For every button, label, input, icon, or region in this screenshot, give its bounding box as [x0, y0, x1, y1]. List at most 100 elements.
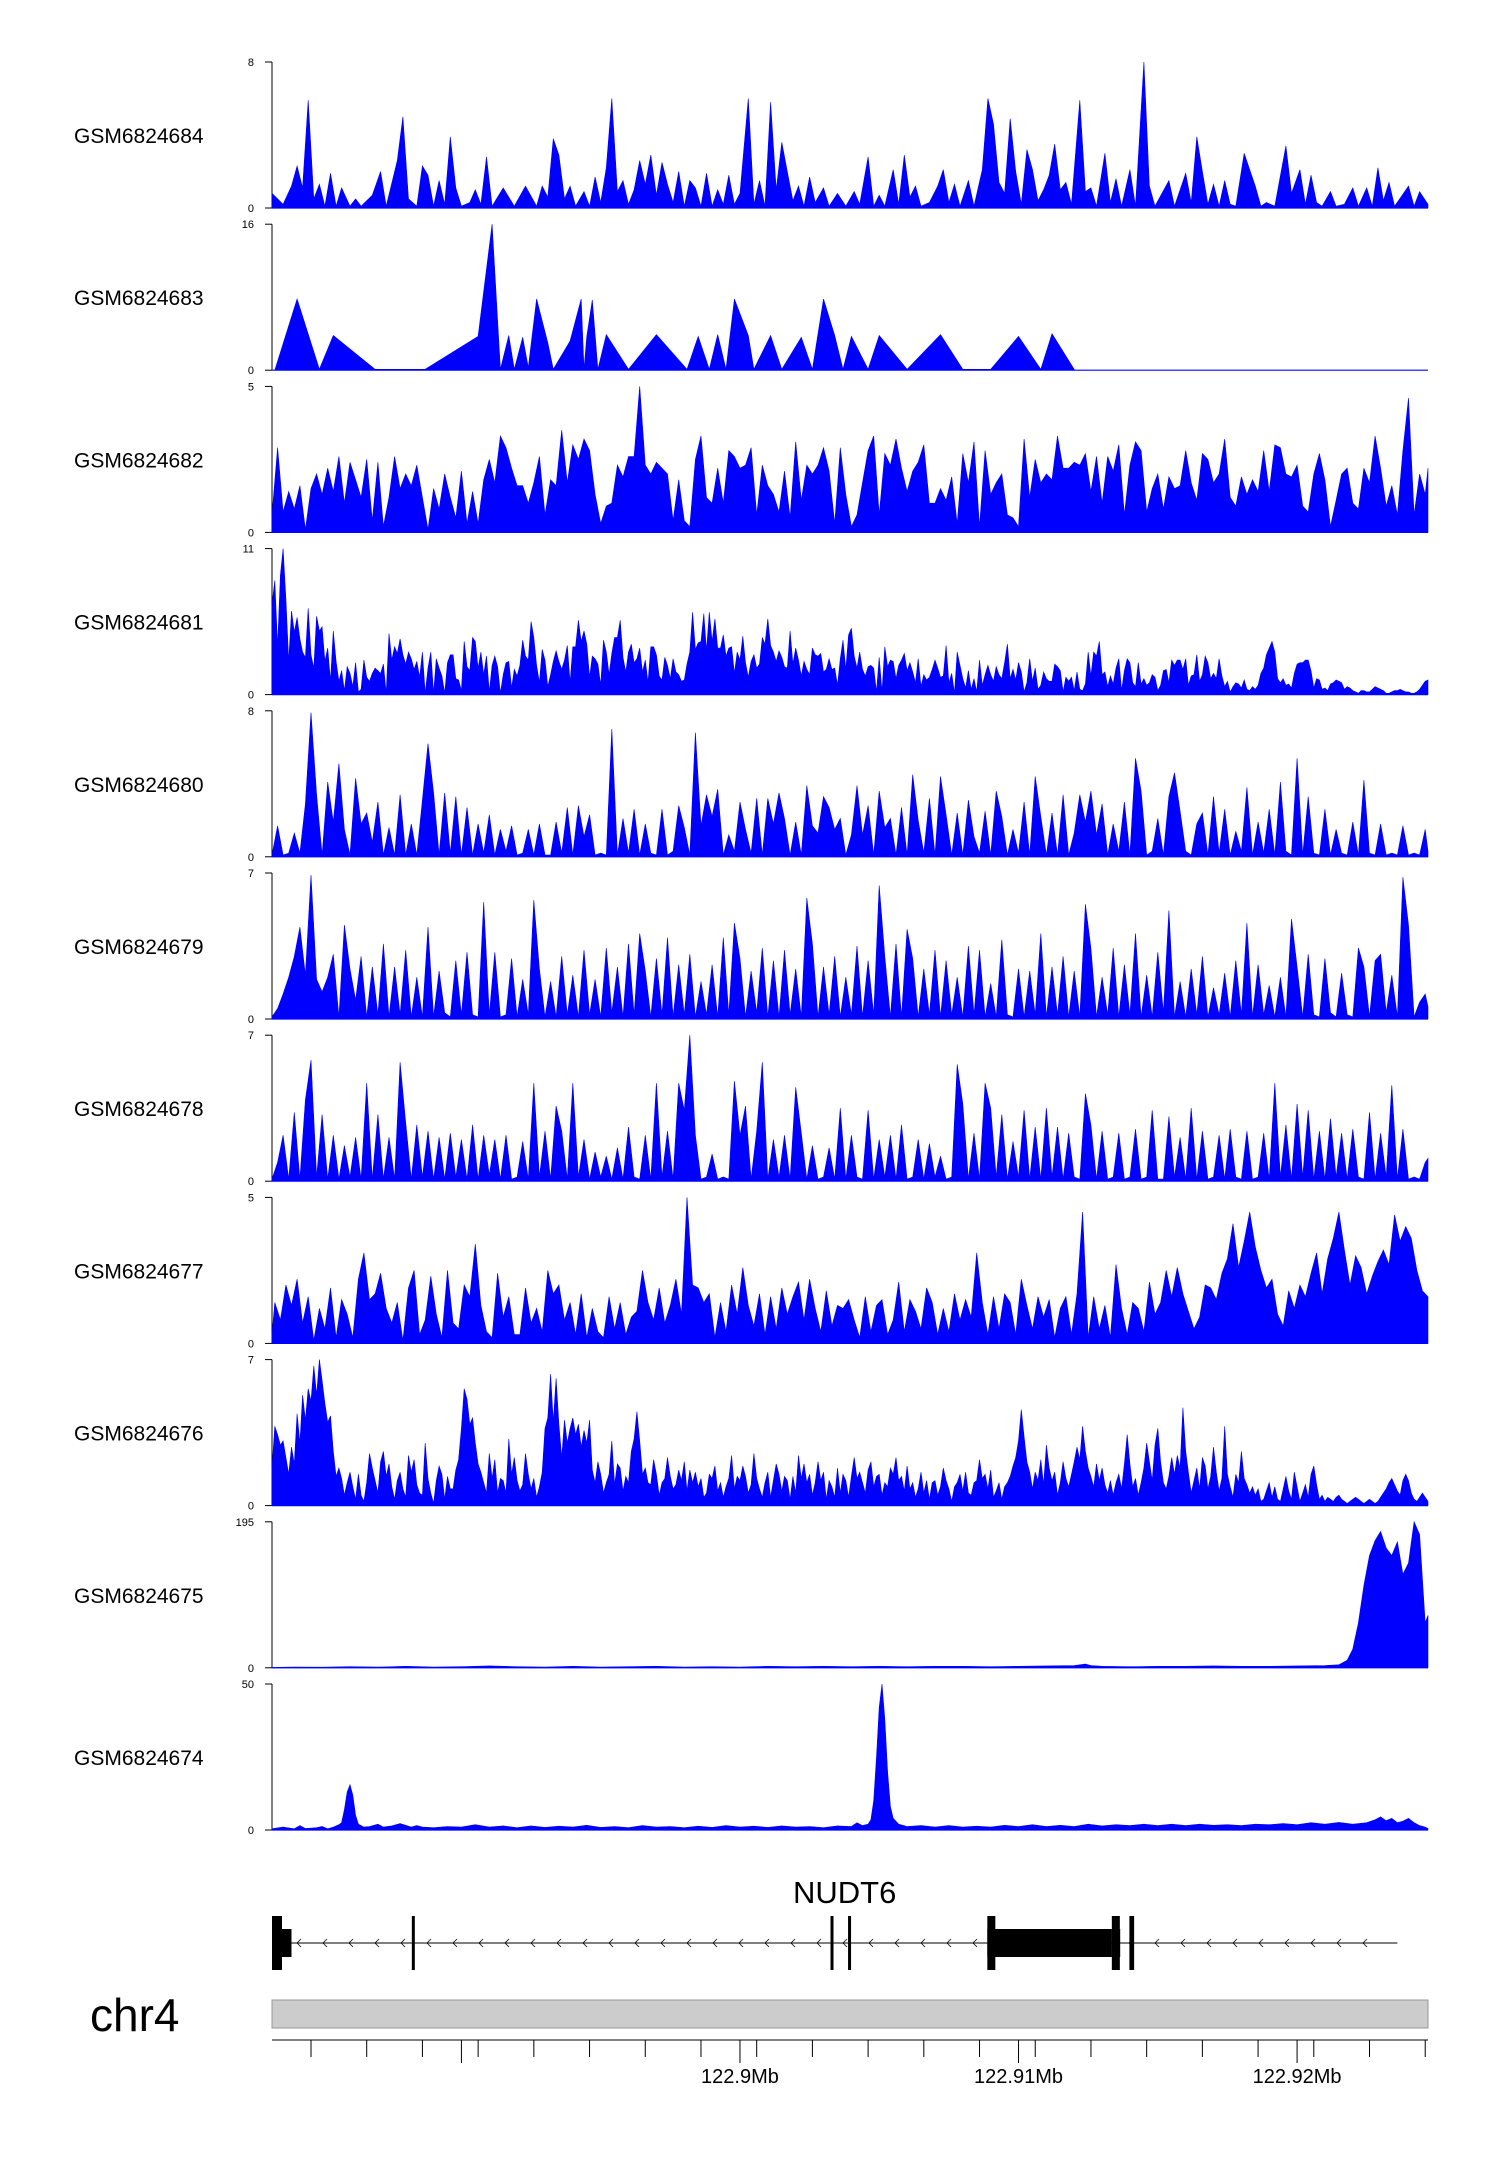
y-tick-label-max: 195: [236, 1517, 254, 1529]
strand-arrow: [790, 1938, 796, 1948]
strand-arrow: [1180, 1938, 1186, 1948]
y-tick-label-max: 5: [248, 1192, 254, 1204]
y-tick-label-zero: 0: [248, 1338, 254, 1350]
chromosome-ideogram-bar: [271, 1999, 1429, 2029]
strand-arrow: [1310, 1938, 1316, 1948]
track-label: GSM6824674: [74, 1747, 204, 1770]
genome-axis-track: chr4 122.9Mb 122.91Mb 122.92Mb: [90, 1989, 1429, 2088]
coverage-area-GSM6824679: [271, 875, 1429, 1020]
y-tick-label-zero: 0: [248, 852, 254, 864]
y-tick-label-zero: 0: [248, 1663, 254, 1675]
chromosome-label: chr4: [90, 1989, 179, 2041]
strand-arrow: [764, 1938, 770, 1948]
strand-arrow: [1284, 1938, 1290, 1948]
strand-arrow: [608, 1938, 614, 1948]
track-label: GSM6824681: [74, 612, 204, 635]
strand-arrow: [556, 1938, 562, 1948]
gene-exon-boundary: [1111, 1916, 1120, 1970]
gene-name-label: NUDT6: [793, 1875, 896, 1910]
track-label: GSM6824683: [74, 287, 204, 310]
coverage-area-GSM6824682: [271, 386, 1429, 533]
track-GSM6824679: 7 0 GSM6824679: [74, 868, 1429, 1026]
coverage-area-GSM6824674: [271, 1683, 1429, 1831]
coverage-area-GSM6824675: [271, 1520, 1429, 1669]
gene-exon-boundary: [987, 1916, 996, 1970]
strand-arrow: [868, 1938, 874, 1948]
y-tick-label-zero: 0: [248, 690, 254, 702]
track-label: GSM6824680: [74, 774, 204, 797]
strand-arrow: [322, 1938, 328, 1948]
coverage-area-GSM6824680: [271, 712, 1429, 858]
strand-arrow: [452, 1938, 458, 1948]
strand-arrow: [530, 1938, 536, 1948]
strand-arrow: [374, 1938, 380, 1948]
strand-arrow: [634, 1938, 640, 1948]
strand-arrow: [400, 1938, 406, 1948]
y-tick-label-max: 8: [248, 706, 254, 718]
y-tick-label-zero: 0: [248, 203, 254, 215]
strand-arrow: [1258, 1938, 1264, 1948]
x-tick-label: 122.92Mb: [1253, 2066, 1342, 2088]
track-GSM6824678: 7 0 GSM6824678: [74, 1030, 1429, 1188]
strand-arrow: [504, 1938, 510, 1948]
strand-arrow: [348, 1938, 354, 1948]
coverage-area-GSM6824676: [271, 1359, 1429, 1506]
y-tick-label-zero: 0: [248, 527, 254, 539]
strand-arrow: [1232, 1938, 1238, 1948]
track-GSM6824680: 8 0 GSM6824680: [74, 706, 1429, 864]
y-tick-label-max: 7: [248, 1030, 254, 1042]
strand-arrow: [582, 1938, 588, 1948]
track-label: GSM6824677: [74, 1260, 204, 1283]
y-tick-label-max: 5: [248, 381, 254, 393]
gene-exon: [987, 1929, 1112, 1957]
y-tick-label-max: 7: [248, 1355, 254, 1367]
strand-arrow: [1362, 1938, 1368, 1948]
strand-arrow: [1206, 1938, 1212, 1948]
strand-arrow: [1154, 1938, 1160, 1948]
track-GSM6824674: 50 0 GSM6824674: [74, 1679, 1429, 1837]
x-tick-label: 122.91Mb: [974, 2066, 1063, 2088]
track-GSM6824682: 5 0 GSM6824682: [74, 381, 1429, 539]
track-label: GSM6824684: [74, 125, 204, 148]
y-tick-label-zero: 0: [248, 1176, 254, 1188]
coverage-area-GSM6824681: [271, 548, 1429, 695]
coverage-area-GSM6824684: [271, 61, 1429, 209]
strand-arrow: [920, 1938, 926, 1948]
y-tick-label-max: 8: [248, 57, 254, 69]
strand-arrow: [816, 1938, 822, 1948]
track-GSM6824676: 7 0 GSM6824676: [74, 1355, 1429, 1513]
coverage-area-GSM6824677: [271, 1197, 1429, 1344]
strand-arrow: [738, 1938, 744, 1948]
gene-exon: [848, 1916, 852, 1970]
y-tick-label-zero: 0: [248, 1825, 254, 1837]
y-tick-label-max: 16: [242, 219, 254, 231]
gene-exon: [830, 1916, 834, 1970]
track-label: GSM6824678: [74, 1098, 204, 1121]
strand-arrow: [660, 1938, 666, 1948]
strand-arrow: [946, 1938, 952, 1948]
y-tick-label-max: 7: [248, 868, 254, 880]
strand-arrow: [478, 1938, 484, 1948]
x-tick-label: 122.9Mb: [701, 2066, 779, 2088]
gene-annotation-track: NUDT6: [272, 1875, 1398, 1970]
track-label: GSM6824675: [74, 1585, 204, 1608]
track-label: GSM6824676: [74, 1423, 204, 1446]
gene-exon-boundary: [272, 1916, 282, 1970]
track-GSM6824684: 8 0 GSM6824684: [74, 57, 1429, 215]
y-tick-label-zero: 0: [248, 1014, 254, 1026]
track-label: GSM6824682: [74, 449, 204, 472]
strand-arrow: [842, 1938, 848, 1948]
strand-arrow: [972, 1938, 978, 1948]
y-tick-label-max: 50: [242, 1679, 254, 1691]
coverage-tracks: 80GSM6824684160GSM682468350GSM6824682110…: [74, 57, 1429, 1837]
track-label: GSM6824679: [74, 936, 204, 959]
strand-arrow: [894, 1938, 900, 1948]
track-GSM6824677: 5 0 GSM6824677: [74, 1192, 1429, 1350]
y-tick-label-zero: 0: [248, 365, 254, 377]
track-GSM6824683: 16 0 GSM6824683: [74, 219, 1428, 377]
strand-arrow: [296, 1938, 302, 1948]
strand-arrow: [1336, 1938, 1342, 1948]
y-tick-label-zero: 0: [248, 1501, 254, 1513]
strand-arrow: [712, 1938, 718, 1948]
